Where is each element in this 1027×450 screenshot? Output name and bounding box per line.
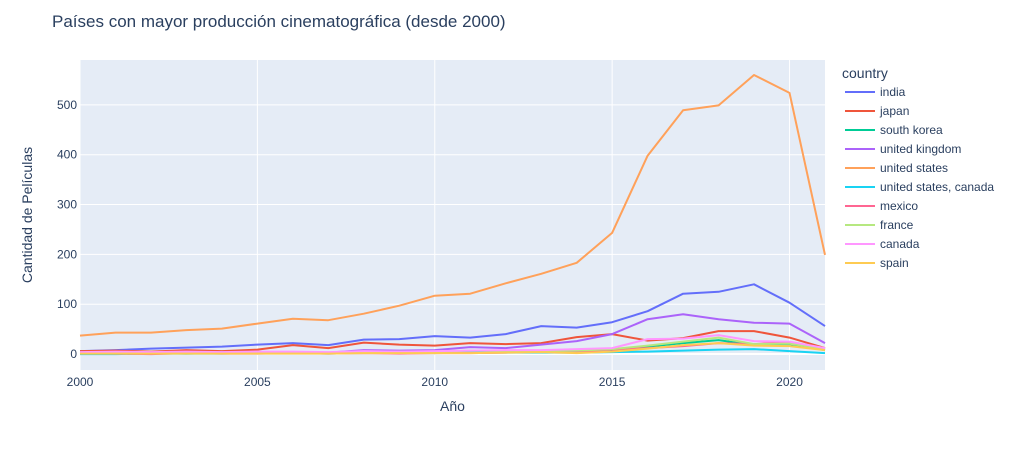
legend-label: united states	[880, 161, 948, 175]
legend-item-canada[interactable]: canada	[845, 237, 920, 251]
legend-item-united-states[interactable]: united states	[845, 161, 948, 175]
legend-label: france	[880, 218, 914, 232]
legend-item-france[interactable]: france	[845, 218, 914, 232]
y-tick-label: 300	[57, 198, 77, 212]
legend-item-mexico[interactable]: mexico	[845, 199, 918, 213]
legend-title: country	[842, 65, 888, 81]
x-tick-label: 2020	[776, 375, 803, 389]
legend-item-spain[interactable]: spain	[845, 256, 909, 270]
series-line-japan	[79, 330, 826, 353]
x-tick-label: 2005	[244, 375, 271, 389]
y-tick-label: 400	[57, 148, 77, 162]
legend-label: mexico	[880, 199, 918, 213]
legend-label: japan	[879, 104, 909, 118]
legend-label: india	[880, 85, 906, 99]
series-line-united-states	[79, 74, 826, 337]
x-tick-label: 2000	[67, 375, 94, 389]
plot-area	[80, 60, 825, 370]
x-axis-ticks: 2000 2005 2010 2015 2020	[67, 375, 804, 389]
legend-item-united-states-canada[interactable]: united states, canada	[845, 180, 994, 194]
legend-item-united-kingdom[interactable]: united kingdom	[845, 142, 961, 156]
legend-label: united kingdom	[880, 142, 961, 156]
series-line-canada	[79, 334, 826, 354]
legend-label: south korea	[880, 123, 943, 137]
series-lines	[79, 74, 826, 356]
legend-label: united states, canada	[880, 180, 994, 194]
series-line-spain	[80, 342, 826, 355]
legend-label: canada	[880, 237, 920, 251]
y-axis-title: Cantidad de Películas	[19, 147, 35, 283]
y-tick-label: 100	[57, 297, 77, 311]
y-tick-label: 200	[57, 247, 77, 261]
y-axis-ticks: 0 100 200 300 400 500	[57, 98, 77, 361]
y-tick-label: 0	[70, 347, 77, 361]
x-tick-label: 2010	[421, 375, 448, 389]
legend-item-south-korea[interactable]: south korea	[845, 123, 943, 137]
x-axis-title: Año	[440, 398, 465, 414]
y-tick-label: 500	[57, 98, 77, 112]
legend-item-india[interactable]: india	[845, 85, 906, 99]
legend[interactable]: country india japan south korea united king…	[842, 65, 994, 270]
legend-label: spain	[880, 256, 909, 270]
chart-title: Países con mayor producción cinematográf…	[52, 12, 506, 31]
legend-item-japan[interactable]: japan	[845, 104, 909, 118]
series-line-india	[79, 283, 826, 353]
x-tick-label: 2015	[599, 375, 626, 389]
